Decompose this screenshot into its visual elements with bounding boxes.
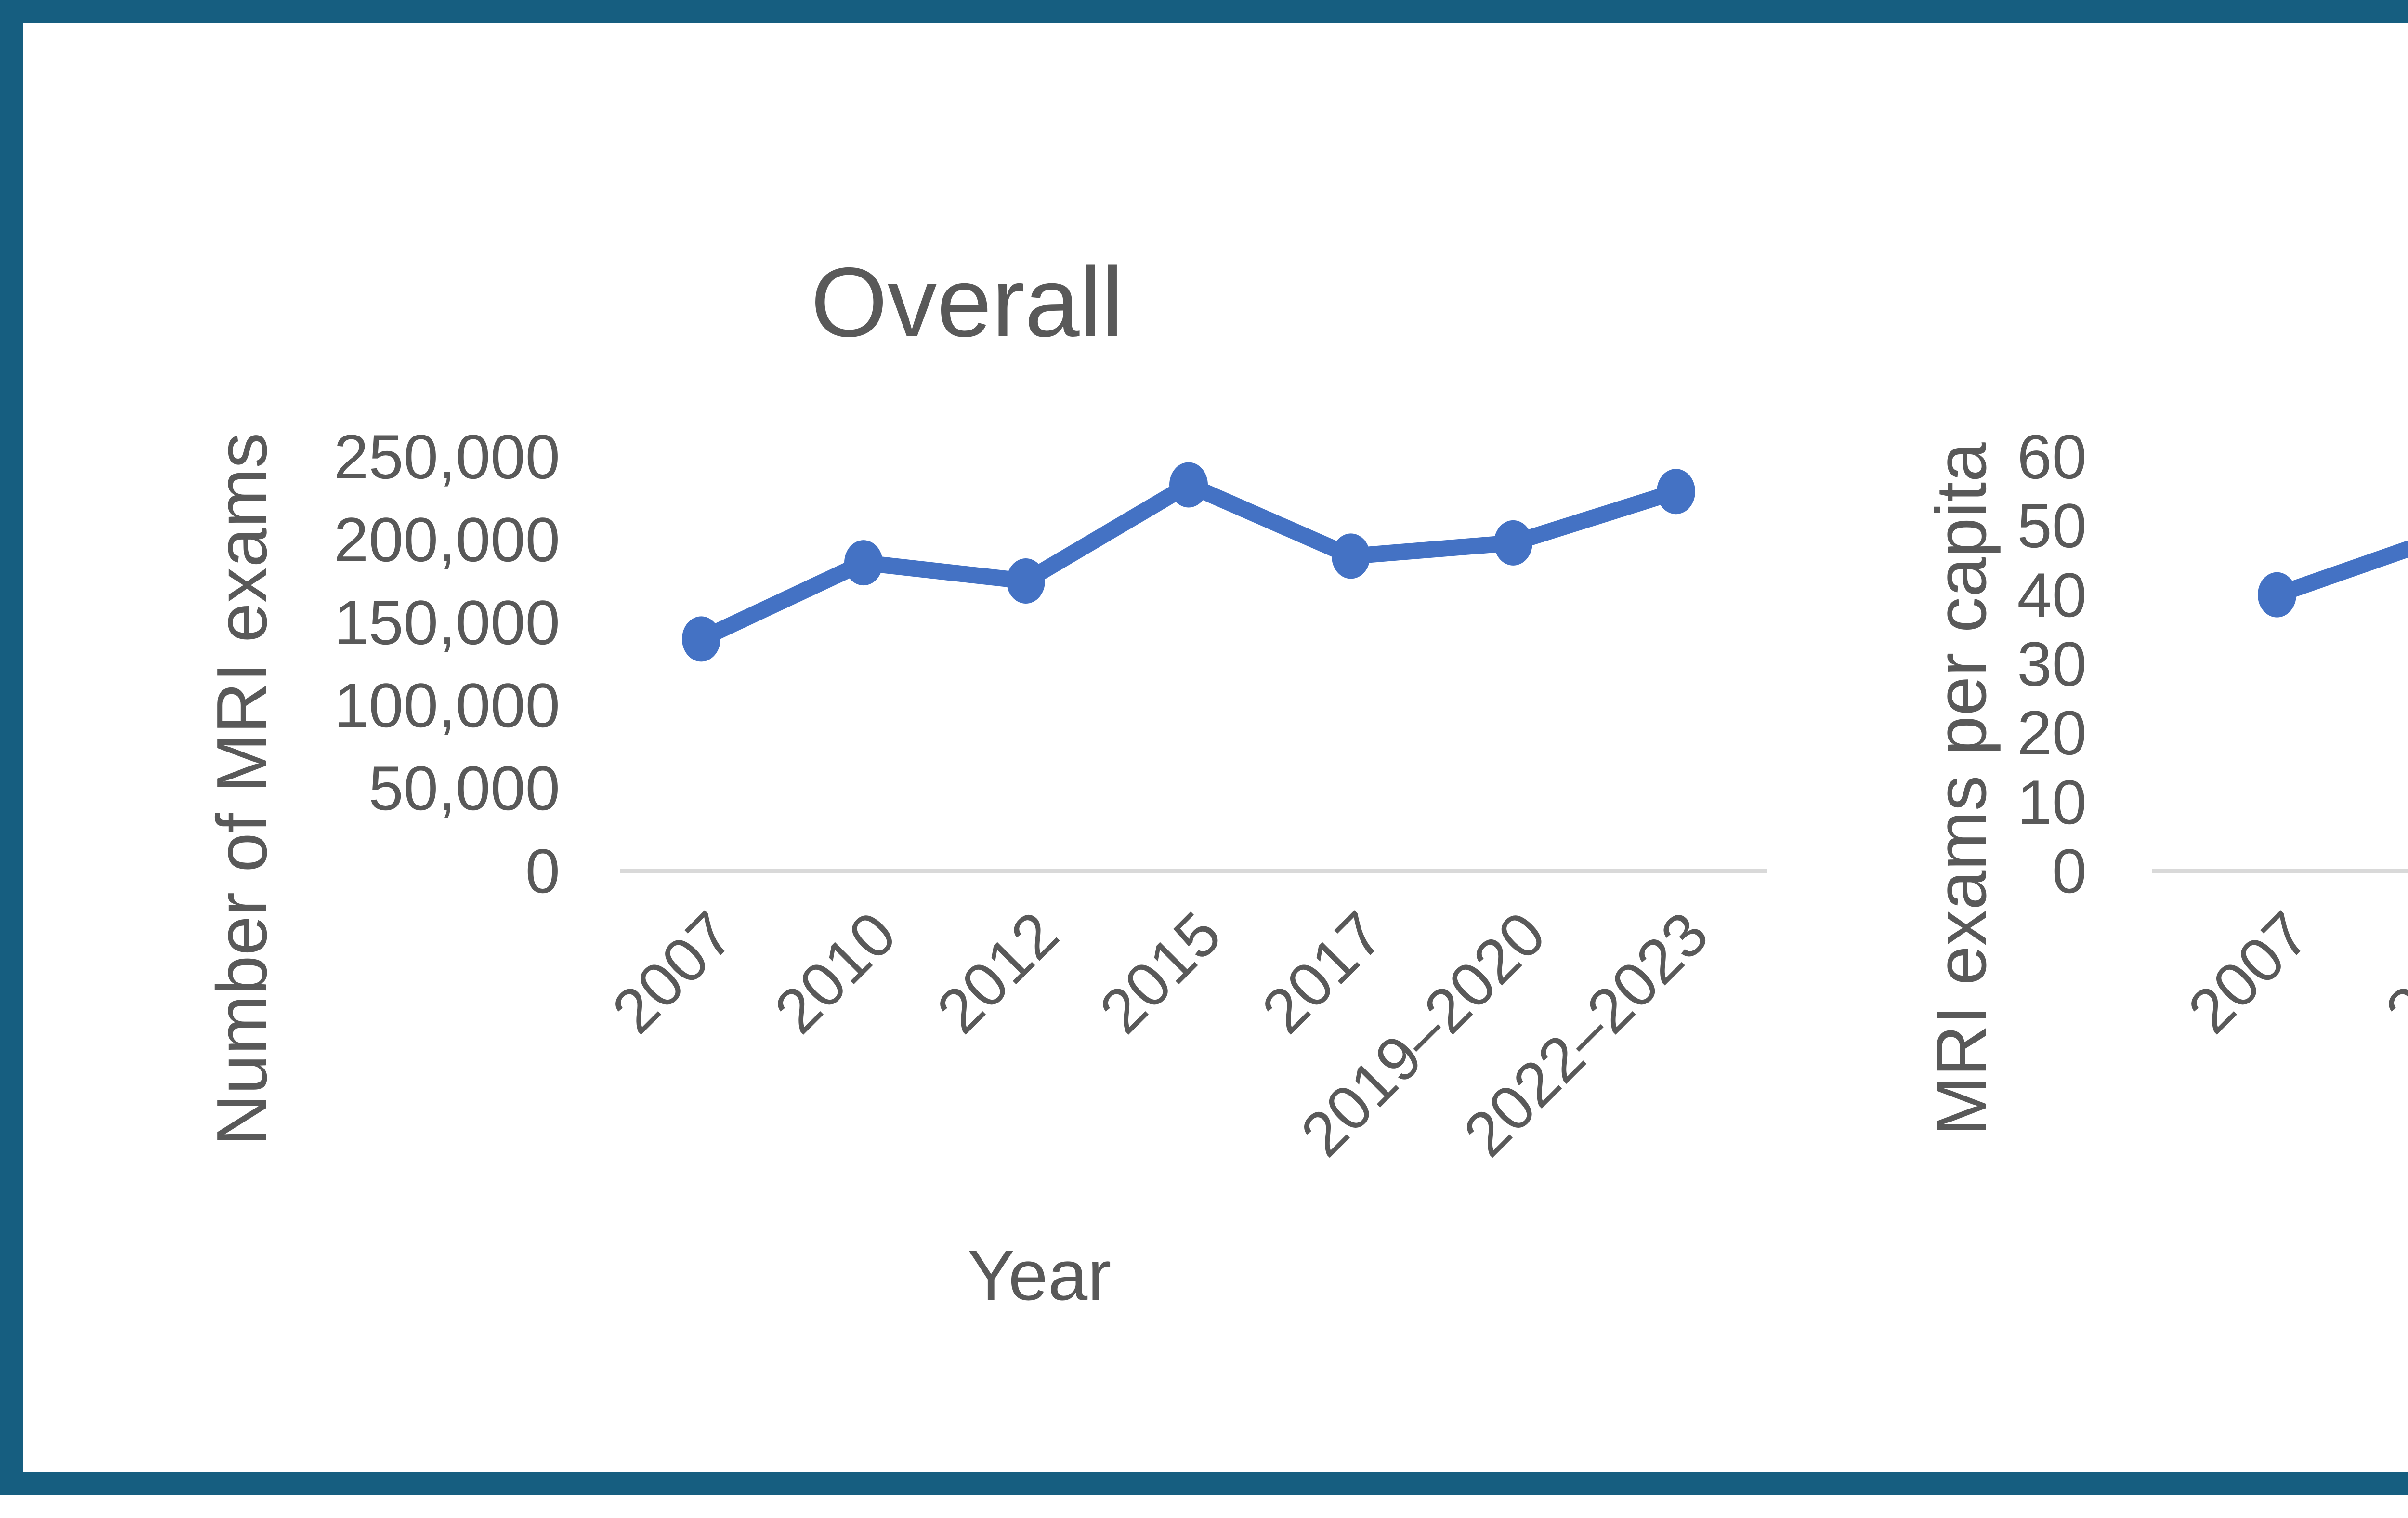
y-tick-label: 200,000 — [334, 504, 560, 575]
chart-title: Overall — [811, 247, 1124, 357]
data-point-2010 — [844, 540, 883, 586]
data-series-line — [693, 476, 1684, 647]
y-tick-label: 30 — [2017, 629, 2087, 699]
x-tick-label: 2015 — [1086, 898, 1234, 1047]
y-tick-label: 50,000 — [368, 753, 560, 823]
y-tick-label: 60 — [2017, 422, 2087, 492]
y-tick-label: 250,000 — [334, 422, 560, 492]
y-tick-label: 100,000 — [334, 670, 560, 740]
y-tick-label: 150,000 — [334, 587, 560, 658]
y-tick-label: 10 — [2017, 766, 2087, 837]
x-tick-label: 2010 — [2371, 898, 2408, 1047]
data-point-2007 — [2258, 572, 2296, 618]
x-tick-label: 2007 — [2174, 898, 2323, 1047]
x-tick-label: 2017 — [1248, 898, 1397, 1047]
x-tick-label: 2007 — [598, 898, 747, 1047]
data-point-2012 — [1007, 558, 1045, 604]
y-tick-label: 40 — [2017, 559, 2087, 630]
x-tick-label: 2010 — [760, 898, 909, 1047]
y-tick-label: 20 — [2017, 698, 2087, 768]
y-tick-label: 0 — [2052, 836, 2087, 906]
y-axis-title: MRI exams per capita — [1922, 442, 2001, 1136]
data-point-2017 — [1332, 533, 1370, 579]
data-point-2007 — [682, 616, 720, 662]
x-axis-title: Year — [967, 1236, 1112, 1315]
data-point-2019–2020 — [1494, 520, 1532, 566]
data-point-2015 — [1169, 462, 1208, 508]
data-point-2022–2023 — [1657, 469, 1695, 515]
x-tick-label: 2012 — [923, 898, 1072, 1047]
y-tick-label: 50 — [2017, 490, 2087, 561]
data-series-line — [2269, 540, 2408, 603]
y-axis-title: Number of MRI exams — [202, 432, 282, 1146]
y-tick-label: 0 — [525, 836, 560, 906]
